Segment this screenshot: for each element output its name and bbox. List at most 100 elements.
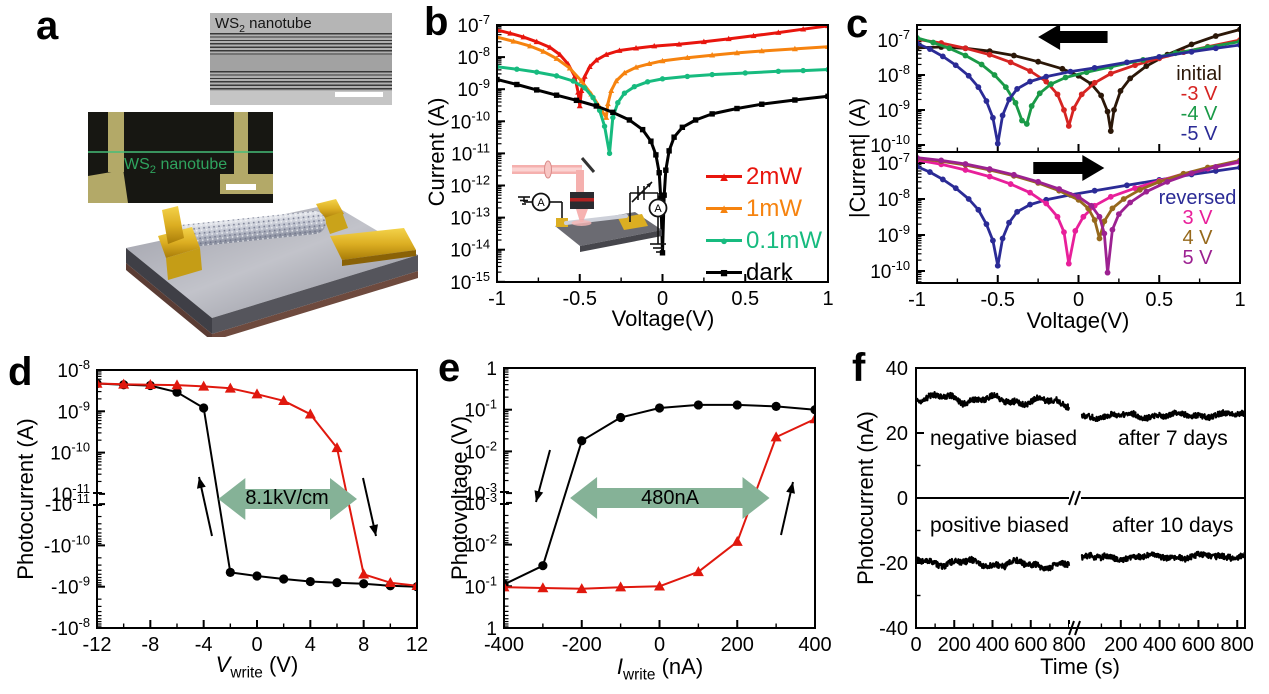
sem-label: WS2 nanotube [124, 156, 228, 177]
svg-text:0: 0 [251, 634, 262, 656]
left-gold-post [162, 206, 184, 244]
svg-text:0: 0 [654, 634, 665, 656]
svg-text:-10-10: -10-10 [44, 532, 90, 557]
svg-text:400: 400 [798, 634, 831, 656]
f-positive-biased-label: positive biased [930, 514, 1069, 537]
chart-e-hysteresis: -400 -200 0 200 400 1 10-3 10-1 10-2 10-2 10-1 10-3… [440, 350, 840, 694]
svg-text:10-2: 10-2 [464, 438, 497, 463]
svg-text:-8: -8 [141, 634, 159, 656]
svg-text:10-13: 10-13 [450, 205, 490, 230]
svg-text:1: 1 [822, 288, 833, 310]
svg-text:10-10: 10-10 [870, 258, 910, 283]
svg-text:10-8: 10-8 [877, 186, 910, 211]
legend-c-bottom: reversed 3 V 4 V 5 V [1150, 188, 1245, 268]
svg-text:-200: -200 [562, 634, 602, 656]
legend-item-neg3v: -3 V [1180, 83, 1218, 105]
svg-text:400: 400 [1143, 634, 1176, 656]
svg-text:10-3: 10-3 [464, 490, 497, 515]
objective-band [570, 198, 594, 202]
f-xlabel: Time (s) [1040, 654, 1120, 679]
svg-text:-12: -12 [83, 634, 112, 656]
ammeter-right-icon [648, 198, 668, 218]
svg-text:10-7: 10-7 [877, 152, 910, 175]
sem-image: WS2 nanotube [88, 112, 273, 203]
coercive-field-label: 8.1kV/cm [245, 487, 329, 509]
panel-label-d: d [8, 350, 33, 394]
svg-text:10-7: 10-7 [877, 27, 910, 52]
substrate-base-left [126, 263, 212, 337]
svg-text:0.5: 0.5 [1145, 289, 1173, 311]
svg-text:-10-11: -10-11 [45, 491, 90, 516]
panel-label-e: e [438, 346, 461, 390]
svg-text:10-1: 10-1 [464, 573, 497, 598]
right-gold-pad [330, 228, 416, 260]
substrate-front [212, 255, 418, 334]
substrate-left [126, 248, 212, 334]
svg-text:1: 1 [486, 359, 497, 380]
svg-text:-400: -400 [484, 634, 524, 656]
right-circuit-wires [629, 186, 666, 253]
d-xlabel: Vwrite (V) [215, 652, 299, 682]
svg-text:600: 600 [1182, 634, 1215, 656]
legend-item-4v: 4 V [1182, 227, 1213, 249]
svg-text:-4: -4 [195, 634, 213, 656]
svg-text:0.5: 0.5 [731, 288, 759, 310]
lens-icon [544, 160, 552, 179]
chart-b-iv-curves: -1 -0.5 0 0.5 1 10-7 10-8 10-9 10-10 10-11 10-12 10… [420, 0, 840, 345]
svg-text:800: 800 [1052, 634, 1085, 656]
svg-text:10-15: 10-15 [450, 269, 490, 294]
panel-label-b: b [424, 0, 449, 44]
svg-text:10-7: 10-7 [457, 12, 490, 37]
ammeter-left-icon [531, 192, 551, 212]
b-ylabel: Current (A) [424, 97, 449, 207]
variable-source-arrowhead [646, 182, 652, 188]
svg-text:0: 0 [897, 488, 908, 510]
svg-text:10-1: 10-1 [464, 397, 497, 422]
legend-marker-dark-icon: ■ [706, 256, 742, 288]
ws2-nanotube-cylinder [170, 211, 326, 248]
inset-substrate-edge [580, 230, 662, 252]
left-gold-foot [166, 248, 202, 280]
svg-text:10-2: 10-2 [464, 532, 497, 557]
svg-text:8: 8 [358, 634, 369, 656]
panel-label-a: a [36, 4, 59, 48]
panel-label-f: f [852, 346, 866, 390]
svg-text:-40: -40 [879, 618, 908, 640]
ammeter-left-label: A [537, 197, 545, 209]
tem-scale-bar [335, 92, 383, 97]
svg-text:10-14: 10-14 [450, 237, 490, 262]
svg-text:600: 600 [1014, 634, 1047, 656]
svg-text:4: 4 [305, 634, 316, 656]
sem-scale-bar [226, 184, 256, 190]
svg-text:-1: -1 [488, 288, 506, 310]
svg-text:-0.5: -0.5 [563, 288, 597, 310]
legend-item-neg4v: -4 V [1180, 103, 1218, 125]
f-after-10-days-label: after 10 days [1112, 514, 1234, 537]
svg-text:10-8: 10-8 [57, 357, 90, 382]
legend-b: ▲ 2mW ▲ 1mW ● 0.1mW ■ dark [706, 160, 822, 288]
legend-marker-1mw-icon: ▲ [706, 192, 742, 224]
nanotube-wall-fringes-top [210, 33, 392, 55]
substrate-base-front [212, 271, 418, 337]
nanotube-wall-fringes-bottom [210, 71, 392, 91]
svg-text:1: 1 [1234, 289, 1245, 311]
svg-text:12: 12 [406, 634, 428, 656]
svg-text:10-8: 10-8 [457, 44, 490, 69]
svg-text:10-10: 10-10 [450, 108, 490, 133]
c-ylabel: |Current| (A) [845, 97, 870, 219]
svg-text:400: 400 [976, 634, 1009, 656]
right-electrode [234, 112, 248, 176]
svg-text:-0.5: -0.5 [981, 289, 1015, 311]
svg-text:10-9: 10-9 [57, 398, 90, 423]
chart-c-bottom: -1 -0.5 0 0.5 1 10-7 10-8 10-9 10-10 [840, 150, 1269, 345]
svg-text:-1: -1 [908, 289, 926, 311]
svg-text:-20: -20 [879, 553, 908, 575]
b-xlabel: Voltage(V) [611, 306, 715, 331]
measurement-setup-inset: A A [512, 157, 668, 253]
left-circuit-wires [518, 196, 563, 218]
svg-text:200: 200 [1104, 634, 1137, 656]
svg-text:10-9: 10-9 [877, 222, 910, 247]
c-xlabel: Voltage(V) [1026, 308, 1130, 333]
legend-item-5v: 5 V [1182, 247, 1213, 269]
left-electrode [108, 112, 124, 172]
